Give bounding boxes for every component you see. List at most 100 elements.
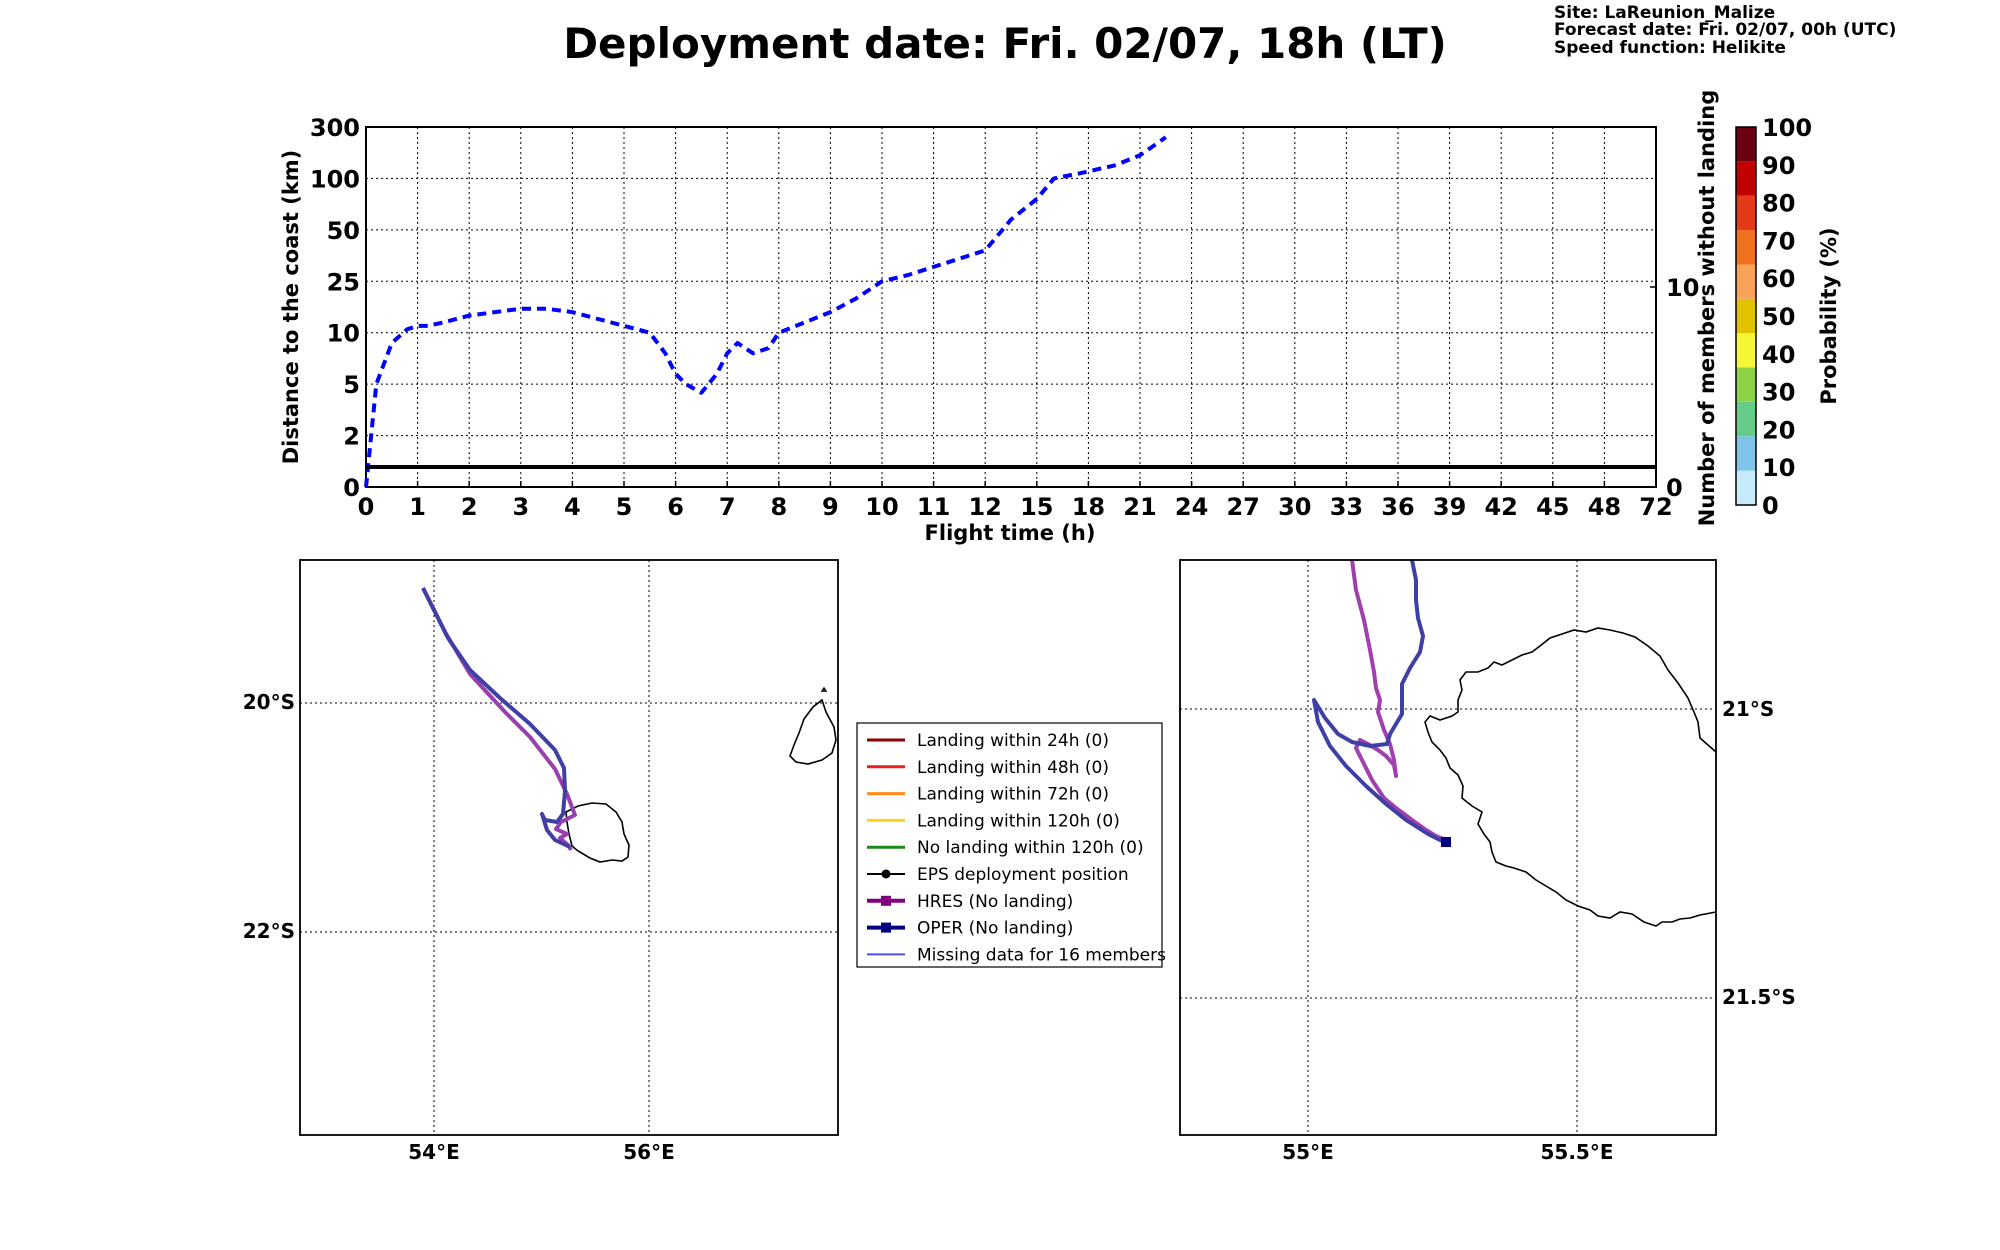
x-tick-label: 27 [1226, 493, 1259, 521]
lat-label-21s: 21°S [1722, 697, 1774, 721]
forecast-label: Forecast date: Fri. 02/07, 00h (UTC) [1554, 20, 1896, 40]
y-tick-label: 2 [343, 423, 360, 451]
zoom-map: 21°S 21.5°S 55°E 55.5°E [1179, 559, 1796, 1164]
x-tick-labels: 0 1 2 3 4 5 6 7 8 9 10 11 12 15 18 21 24 27 30 33 36 39 42 45 48… [358, 481, 1673, 521]
map-frame [299, 559, 839, 1136]
legend-label: Landing within 120h (0) [917, 811, 1120, 831]
y-tick-label: 100 [310, 165, 360, 193]
lon-label-54e: 54°E [408, 1140, 460, 1164]
colorbar-tick-label: 60 [1762, 265, 1795, 293]
colorbar-tick-label: 80 [1762, 190, 1795, 218]
site-label: Site: LaReunion_Malize [1554, 3, 1775, 23]
colorbar-tick-label: 30 [1762, 379, 1795, 407]
lat-label-21-5s: 21.5°S [1722, 985, 1796, 1009]
colorbar-frame [1735, 126, 1757, 506]
legend-label: Missing data for 16 members [917, 945, 1166, 965]
x-tick-label: 1 [409, 493, 426, 521]
colorbar-tick-label: 70 [1762, 227, 1795, 255]
legend-frame [856, 722, 1163, 968]
oper-distance-line [364, 135, 1167, 488]
x-tick-label: 4 [564, 493, 581, 521]
x-tick-label: 2 [461, 493, 478, 521]
x-tick-label: 39 [1433, 493, 1466, 521]
x-tick-label: 72 [1639, 493, 1672, 521]
legend-label: Landing within 72h (0) [917, 785, 1109, 805]
colorbar-segment [1736, 264, 1756, 299]
lat-label-20s: 20°S [243, 690, 295, 714]
colorbar-segment [1736, 298, 1756, 334]
x-tick-label: 11 [917, 493, 950, 521]
x-tick-label: 10 [865, 493, 898, 521]
x-tick-label: 36 [1381, 493, 1414, 521]
overview-map: 20°S 22°S 54°E 56°E [243, 559, 839, 1164]
legend-label: No landing within 120h (0) [917, 838, 1144, 858]
colorbar-segment [1736, 367, 1756, 402]
colorbar-segment [1736, 470, 1756, 505]
legend-label: HRES (No landing) [917, 892, 1073, 912]
y-tick-label: 5 [343, 371, 360, 399]
probability-colorbar: 0 10 20 30 40 50 60 70 80 90 100 [1735, 114, 1812, 520]
x-tick-label: 12 [968, 493, 1001, 521]
lat-label-22s: 22°S [243, 919, 295, 943]
x-tick-label: 0 [358, 493, 375, 521]
legend-label: EPS deployment position [917, 865, 1129, 885]
y-tick-label: 10 [327, 320, 360, 348]
legend-label: Landing within 48h (0) [917, 758, 1109, 778]
oper-track [421, 587, 571, 849]
reunion-island-outline [565, 802, 630, 863]
hres-track [421, 587, 577, 852]
y-axis-label: Distance to the coast (km) [279, 150, 303, 465]
colorbar-tick-label: 40 [1762, 341, 1795, 369]
legend-items: Landing within 24h (0) Landing within 48h… [867, 731, 1166, 965]
colorbar-segment [1736, 436, 1756, 471]
reunion-coastline-zoom [1424, 627, 1717, 927]
colorbar-segment [1736, 333, 1756, 368]
mauritius-island-outline [789, 698, 837, 765]
x-tick-label: 15 [1020, 493, 1053, 521]
x-tick-label: 5 [616, 493, 633, 521]
speed-label: Speed function: Helikite [1554, 38, 1786, 58]
lon-label-55e: 55°E [1282, 1140, 1334, 1164]
colorbar-segment [1736, 161, 1756, 196]
y2-axis-label: Number of members without landing [1695, 90, 1719, 527]
colorbar-tick-label: 90 [1762, 152, 1795, 180]
colorbar-tick-label: 20 [1762, 416, 1795, 444]
x-tick-label: 30 [1278, 493, 1311, 521]
x-tick-label: 21 [1123, 493, 1156, 521]
y2-tick-labels: 0 10 [1650, 274, 1699, 502]
x-tick-label: 33 [1330, 493, 1363, 521]
legend-marker [881, 895, 891, 906]
x-tick-label: 9 [822, 493, 839, 521]
y2-tick-label: 10 [1666, 274, 1699, 302]
y-tick-label: 0 [343, 474, 360, 502]
map-frame-zoom [1179, 559, 1717, 1136]
y-tick-label: 50 [327, 217, 360, 245]
lon-label-55-5e: 55.5°E [1540, 1140, 1613, 1164]
x-tick-label: 42 [1484, 493, 1517, 521]
x-axis-label: Flight time (h) [925, 521, 1096, 545]
colorbar-label: Probability (%) [1817, 227, 1841, 404]
plot-frame [365, 126, 1657, 488]
colorbar-tick-label: 0 [1762, 492, 1779, 520]
x-tick-label: 7 [719, 493, 736, 521]
x-tick-label: 3 [512, 493, 529, 521]
colorbar-tick-label: 10 [1762, 454, 1795, 482]
x-tick-label: 18 [1072, 493, 1105, 521]
lon-label-56e: 56°E [623, 1140, 675, 1164]
y-tick-label: 300 [310, 114, 360, 142]
chart-grid [366, 127, 1656, 487]
figure-title: Deployment date: Fri. 02/07, 18h (LT) [563, 19, 1447, 68]
deployment-marker [1441, 837, 1451, 847]
colorbar-segment [1736, 401, 1756, 437]
y2-tick-label: 0 [1666, 474, 1683, 502]
x-tick-label: 45 [1536, 493, 1569, 521]
legend-label: Landing within 24h (0) [917, 731, 1109, 751]
colorbar-segment [1736, 230, 1756, 265]
island-islet [820, 686, 828, 692]
x-tick-label: 8 [770, 493, 787, 521]
colorbar-segment [1736, 127, 1756, 162]
x-tick-label: 24 [1175, 493, 1208, 521]
y-tick-label: 25 [327, 268, 360, 296]
